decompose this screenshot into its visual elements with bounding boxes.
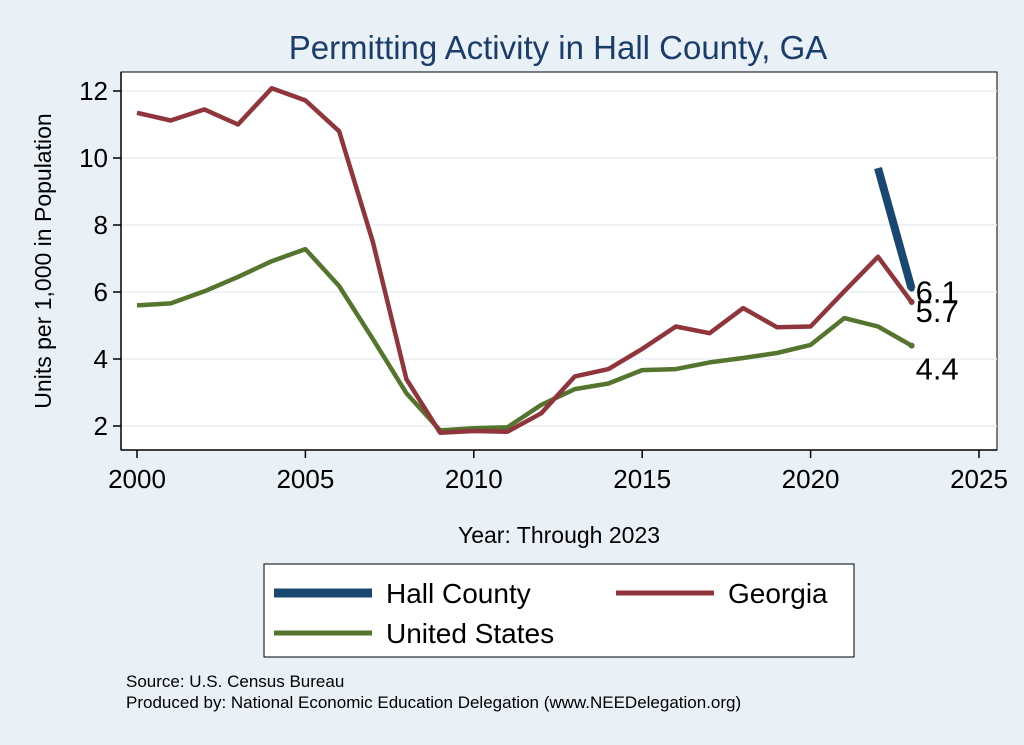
- series-lines: [136, 86, 916, 435]
- y-tick-label: 6: [94, 277, 108, 307]
- x-tick-label: 2025: [950, 464, 1008, 494]
- produced-by-note: Produced by: National Economic Education…: [126, 693, 741, 712]
- series-line-united-states: [136, 246, 913, 433]
- series-end-point-hall-county: [908, 285, 915, 292]
- end-label-united-states: 4.4: [916, 352, 959, 387]
- end-labels: 6.15.7 4.4: [916, 275, 959, 387]
- series-end-point-georgia: [908, 299, 915, 306]
- y-tick-label: 8: [94, 210, 108, 240]
- y-axis-title: Units per 1,000 in Population: [30, 113, 56, 408]
- x-tick-label: 2000: [108, 464, 166, 494]
- y-tick-label: 4: [94, 344, 108, 374]
- legend: Hall County Georgia United States: [274, 578, 828, 649]
- legend-box: [263, 563, 855, 658]
- x-tick-label: 2010: [445, 464, 503, 494]
- legend-label-georgia: Georgia: [728, 578, 828, 609]
- x-tick-label: 2015: [613, 464, 671, 494]
- source-note: Source: U.S. Census Bureau: [126, 672, 344, 691]
- y-tick-label: 10: [79, 143, 108, 173]
- x-axis-title: Year: Through 2023: [458, 522, 660, 548]
- chart-title: Permitting Activity in Hall County, GA: [289, 29, 828, 66]
- series-line-hall-county: [874, 167, 916, 290]
- end-label-hall-county: 6.1: [916, 275, 959, 310]
- axes: 2 4 6 8 10 12 2000 2005 2010 2015 2020 2025: [79, 72, 1008, 494]
- y-tick-label: 12: [79, 76, 108, 106]
- end-label-georgia: 5.7: [916, 294, 959, 329]
- legend-label-united-states: United States: [386, 618, 554, 649]
- x-tick-label: 2020: [782, 464, 840, 494]
- y-tick-label: 2: [94, 411, 108, 441]
- series-end-point-united-states: [908, 342, 915, 349]
- legend-label-hall-county: Hall County: [386, 578, 531, 609]
- x-tick-label: 2005: [276, 464, 334, 494]
- series-line-georgia: [136, 86, 914, 435]
